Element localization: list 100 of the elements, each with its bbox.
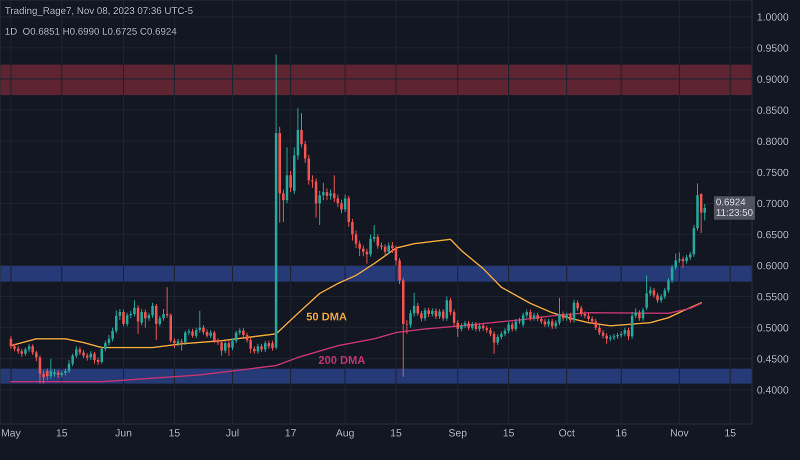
candlestick bbox=[649, 286, 652, 296]
y-tick-label: 0.6000 bbox=[757, 262, 788, 270]
candlestick bbox=[50, 358, 52, 380]
x-tick-label: 15 bbox=[56, 429, 68, 437]
candlestick bbox=[638, 310, 641, 322]
candlestick bbox=[594, 318, 598, 331]
candlestick bbox=[558, 297, 561, 326]
candlestick bbox=[332, 174, 336, 203]
candlestick bbox=[605, 332, 608, 344]
candlestick bbox=[75, 346, 78, 359]
candlestick bbox=[492, 330, 496, 354]
candlestick bbox=[347, 195, 350, 228]
x-tick-label: Aug bbox=[336, 429, 354, 439]
candlestick bbox=[704, 203, 706, 221]
candlestick bbox=[438, 308, 441, 320]
candlestick bbox=[452, 309, 456, 327]
y-tick-label: 0.5500 bbox=[757, 293, 788, 300]
candlestick bbox=[384, 244, 386, 256]
candlestick bbox=[387, 242, 390, 255]
y-tick-label: 0.4500 bbox=[757, 355, 788, 363]
y-tick-label: 1.0000 bbox=[758, 13, 788, 21]
candlestick bbox=[576, 300, 579, 312]
text: 1D O0.6851 H0.6990 L0.6725 C0.6924 bbox=[6, 28, 176, 35]
line-series bbox=[10, 302, 702, 382]
candlestick bbox=[562, 310, 564, 322]
series-label: 200 DMA bbox=[318, 356, 366, 364]
candlestick bbox=[522, 312, 524, 328]
candlestick bbox=[173, 338, 176, 349]
candlestick bbox=[242, 328, 245, 338]
candlestick bbox=[496, 334, 499, 346]
candlestick bbox=[467, 320, 470, 331]
annotation: 0.6924 11:23:50 bbox=[716, 198, 753, 216]
candlestick bbox=[514, 318, 518, 332]
x-tick-label: Nov bbox=[670, 429, 689, 437]
candlestick bbox=[71, 353, 74, 367]
candlestick bbox=[362, 245, 365, 257]
candlestick bbox=[322, 182, 325, 201]
candlestick bbox=[572, 299, 576, 324]
candlestick bbox=[656, 292, 659, 304]
candlestick bbox=[507, 322, 510, 334]
x-tick-label: 15 bbox=[504, 429, 514, 437]
candlestick bbox=[308, 154, 310, 186]
candlestick bbox=[122, 309, 125, 327]
candlestick bbox=[220, 340, 223, 356]
candlestick bbox=[194, 327, 198, 339]
candlestick bbox=[529, 309, 532, 322]
candlestick bbox=[700, 192, 702, 234]
y-tick-label: 0.8500 bbox=[757, 106, 788, 114]
candlestick bbox=[416, 302, 420, 316]
candlestick bbox=[136, 304, 140, 334]
candlestick bbox=[111, 327, 114, 342]
candlestick bbox=[682, 256, 684, 268]
candlestick bbox=[569, 312, 572, 324]
candlestick bbox=[449, 297, 452, 316]
candlestick bbox=[630, 312, 634, 340]
candlestick bbox=[184, 330, 187, 346]
candlestick bbox=[351, 218, 354, 242]
text: Trading_Rage7, Nov 08, 2023 07:36 UTC-5 bbox=[5, 6, 193, 16]
candlestick bbox=[442, 308, 444, 322]
candlestick bbox=[249, 337, 252, 354]
y-tick-label: 0.7000 bbox=[757, 200, 788, 208]
x-tick-label: 15 bbox=[169, 429, 180, 437]
y-tick-label: 0.7500 bbox=[757, 168, 788, 176]
candlestick bbox=[366, 248, 368, 264]
candlestick bbox=[202, 324, 205, 335]
candlestick bbox=[510, 322, 514, 332]
candlestick bbox=[326, 188, 328, 201]
x-tick-label: 15 bbox=[390, 429, 402, 437]
candlestick bbox=[31, 344, 34, 356]
x-tick-label: Jun bbox=[115, 429, 132, 437]
y-tick-label: 0.9000 bbox=[757, 75, 788, 83]
candlestick bbox=[46, 368, 48, 380]
y-tick-label: 0.5000 bbox=[757, 324, 788, 332]
x-tick-label: May bbox=[2, 429, 21, 439]
candlestick bbox=[456, 320, 460, 338]
candlestick bbox=[634, 308, 638, 319]
candlestick bbox=[344, 194, 346, 212]
candlestick bbox=[271, 340, 274, 352]
x-tick-label: Jul bbox=[226, 428, 238, 437]
candlestick bbox=[213, 330, 216, 344]
candlestick bbox=[154, 304, 158, 341]
candlestick bbox=[104, 340, 107, 352]
candlestick bbox=[446, 296, 448, 322]
candlestick bbox=[376, 234, 380, 250]
candlestick bbox=[678, 252, 681, 264]
x-tick-label: 17 bbox=[286, 429, 296, 436]
candlestick bbox=[42, 370, 45, 384]
candlestick bbox=[289, 170, 292, 193]
candlestick bbox=[264, 340, 266, 352]
candlestick bbox=[336, 194, 340, 208]
candlestick bbox=[158, 315, 162, 327]
candlestick bbox=[114, 310, 118, 334]
candlestick bbox=[314, 178, 318, 218]
x-tick-label: 16 bbox=[616, 429, 627, 437]
candlestick bbox=[318, 190, 321, 226]
candlestick bbox=[282, 189, 285, 222]
y-tick-label: 0.4000 bbox=[757, 386, 788, 394]
candlestick bbox=[234, 330, 238, 344]
candlestick bbox=[642, 307, 644, 322]
candlestick bbox=[100, 346, 103, 364]
